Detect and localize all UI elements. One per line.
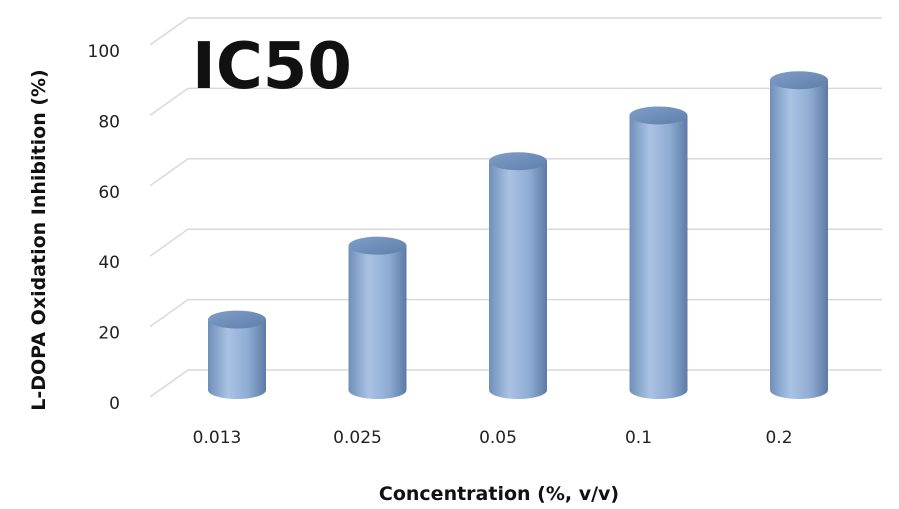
bar: [348, 236, 407, 399]
y-axis-ticks: 0 20 40 60 80 100: [88, 42, 120, 414]
bar: [629, 106, 688, 399]
bar-top: [348, 236, 407, 255]
gridline: [149, 87, 882, 117]
y-tick-label: 40: [98, 253, 120, 273]
bar-body: [348, 245, 407, 399]
x-tick-label: 0.025: [333, 428, 382, 448]
y-tick-label: 80: [98, 112, 120, 132]
bar-top: [629, 106, 688, 125]
bar: [208, 310, 266, 399]
x-tick-label: 0.05: [479, 428, 517, 448]
bar-body: [629, 115, 688, 399]
bars: [208, 71, 828, 400]
bar-body: [208, 319, 266, 399]
x-tick-label: 0.1: [625, 428, 652, 448]
bar: [770, 71, 828, 400]
bar-top: [208, 310, 266, 329]
y-tick-label: 20: [98, 324, 120, 344]
bar-top: [770, 71, 828, 90]
x-tick-label: 0.2: [765, 428, 792, 448]
y-tick-label: 100: [88, 42, 120, 62]
y-axis-label: L-DOPA Oxidation Inhibition (%): [28, 69, 50, 411]
x-tick-label: 0.013: [193, 428, 242, 448]
bar-body: [770, 80, 828, 400]
bar-top: [489, 152, 547, 171]
chart-title: IC50: [192, 30, 352, 104]
bar: [489, 152, 547, 399]
bar-body: [489, 161, 547, 399]
x-axis-ticks: 0.013 0.025 0.05 0.1 0.2: [193, 428, 793, 448]
x-axis-label: Concentration (%, v/v): [379, 483, 619, 505]
y-tick-label: 60: [98, 183, 120, 203]
gridline: [149, 17, 882, 46]
y-tick-label: 0: [109, 394, 120, 414]
